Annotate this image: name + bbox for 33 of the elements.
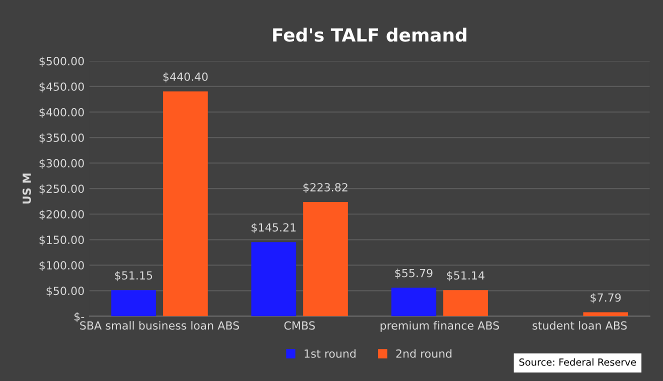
y-tick-label: $150.00 [40,235,84,246]
bar [443,290,488,316]
x-tick-label: premium finance ABS [380,321,500,332]
y-tick-label: $250.00 [40,184,84,194]
data-label: $51.14 [447,271,484,282]
y-tick-label: $300.00 [40,158,84,169]
bar [111,290,156,316]
source-note: Source: Federal Reserve [519,358,636,366]
x-tick-label: CMBS [284,321,315,330]
bar [303,202,348,316]
x-tick-label: student loan ABS [532,321,627,330]
y-tick-label: $450.00 [40,82,84,92]
data-label: $7.79 [590,293,621,304]
y-tick-label: $200.00 [40,210,84,220]
y-tick-label: $100.00 [40,260,84,272]
y-tick-label: $350.00 [40,133,84,144]
data-label: $223.82 [303,182,348,193]
y-axis-title: US M [22,174,31,204]
chart-title: Fed's TALF demand [273,28,466,42]
data-label: $145.21 [252,223,296,234]
data-label: $55.79 [395,268,432,279]
data-label: $440.40 [163,72,208,82]
bar [391,288,436,316]
x-tick-label: SBA small business loan ABS [80,321,240,330]
legend-label: 1st round [304,349,356,358]
data-label: $51.15 [115,271,152,282]
y-tick-label: $50.00 [46,286,84,297]
y-tick-label: $500.00 [40,56,84,67]
bar [163,91,208,316]
bar [251,242,296,316]
legend-label: 2nd round [396,349,452,358]
y-tick-label: $- [74,312,84,322]
y-tick-label: $400.00 [40,108,84,118]
